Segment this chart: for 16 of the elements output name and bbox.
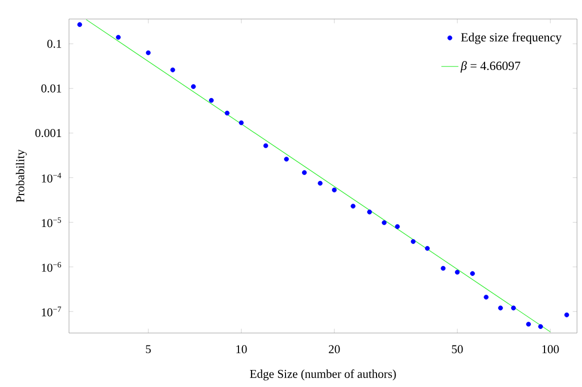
y-tick-label: 0.1 <box>47 40 62 48</box>
legend-label: β = 4.66097 <box>460 61 520 73</box>
x-axis-title: Edge Size (number of authors) <box>250 369 396 380</box>
y-axis-title: Probability <box>16 149 27 202</box>
x-tick-label: 100 <box>542 345 559 354</box>
y-tick-label: 10$^{−7}$ <box>42 306 62 316</box>
y-tick-label: 0.001 <box>35 128 62 138</box>
y-tick-label: 10$^{−5}$ <box>42 217 62 228</box>
legend-label: Edge size frequency <box>461 32 562 44</box>
y-tick-label: 10$^{−4}$ <box>42 172 62 183</box>
y-tick-label: 0.01 <box>41 84 62 92</box>
x-tick-label: 5 <box>146 345 151 354</box>
x-tick-label: 10 <box>236 345 247 354</box>
x-tick-label: 20 <box>328 345 340 354</box>
x-tick-label: 50 <box>452 345 463 354</box>
y-tick-label: 10$^{−6}$ <box>42 262 62 272</box>
